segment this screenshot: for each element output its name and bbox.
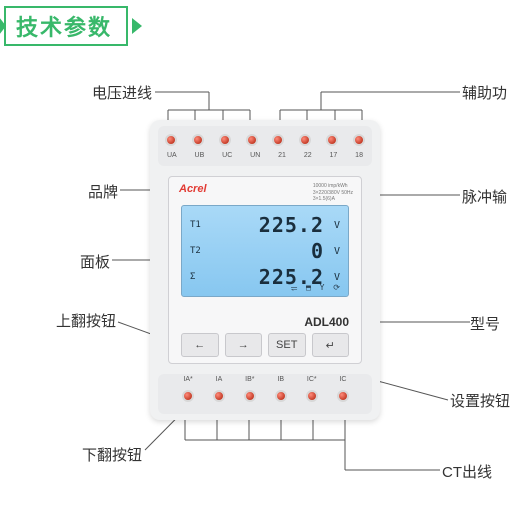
top-terminal-labels: UA UB UC UN 21 22 17 18	[158, 152, 372, 159]
terminal	[219, 134, 231, 146]
lcd-row-unit: V	[324, 220, 340, 231]
button-row: ← → SET ↵	[181, 333, 349, 357]
bottom-terminal-labels: IA* IA IB* IB IC* IC	[158, 376, 372, 383]
term-label: IC	[339, 376, 346, 383]
lcd-screen: T1 225.2 V T2 0 V Σ 225.2 V ⥫ ⬒ Y ⟳	[181, 205, 349, 297]
callout-model: 型号	[470, 313, 500, 334]
spec-line: 3×1.5(6)A	[313, 196, 353, 203]
callout-down-btn: 下翻按钮	[82, 444, 142, 465]
terminal	[244, 390, 256, 402]
term-label: UN	[250, 152, 260, 159]
lcd-row-value: 225.2	[218, 213, 324, 237]
bottom-terminal-strip: IA* IA IB* IB IC* IC	[158, 374, 372, 414]
top-terminals	[158, 134, 372, 146]
lcd-row-left: T1	[190, 220, 218, 230]
callout-voltage-in: 电压进线	[92, 82, 152, 103]
term-label: IA*	[183, 376, 192, 383]
callout-pulse: 脉冲输	[462, 186, 507, 207]
terminal	[337, 390, 349, 402]
lcd-row-unit: V	[324, 272, 340, 283]
lcd-row-unit: V	[324, 246, 340, 257]
callout-brand: 品牌	[88, 181, 118, 202]
term-label: UA	[167, 152, 177, 159]
terminal	[299, 134, 311, 146]
terminal	[246, 134, 258, 146]
enter-button[interactable]: ↵	[312, 333, 350, 357]
terminal	[353, 134, 365, 146]
term-label: IC*	[307, 376, 317, 383]
term-label: UB	[195, 152, 205, 159]
lcd-status-icons: ⥫ ⬒ Y ⟳	[291, 283, 342, 293]
spec-line: 10000 imp/kWh	[313, 183, 353, 190]
set-button[interactable]: SET	[268, 333, 306, 357]
term-label: IB	[277, 376, 284, 383]
term-label: 22	[304, 152, 312, 159]
diagram-stage: 电压进线 辅助功 品牌 脉冲输 面板 上翻按钮 型号 下翻按钮 设置按钮 CT出…	[0, 0, 520, 520]
terminal	[306, 390, 318, 402]
callout-panel: 面板	[80, 251, 110, 272]
top-terminal-strip: UA UB UC UN 21 22 17 18	[158, 126, 372, 166]
terminal	[182, 390, 194, 402]
callout-aux: 辅助功	[462, 82, 507, 103]
terminal	[192, 134, 204, 146]
terminal	[165, 134, 177, 146]
terminal	[213, 390, 225, 402]
down-button[interactable]: →	[225, 333, 263, 357]
terminal	[272, 134, 284, 146]
callout-ct-out: CT出线	[442, 461, 492, 482]
lcd-row: T2 0 V	[190, 238, 340, 264]
model-text: ADL400	[304, 315, 349, 329]
term-label: UC	[222, 152, 232, 159]
lcd-row-left: Σ	[190, 272, 218, 282]
term-label: IB*	[245, 376, 254, 383]
device-face: Acrel 10000 imp/kWh 3×220/380V 50Hz 3×1.…	[168, 176, 362, 364]
bottom-terminals	[158, 390, 372, 402]
term-label: 21	[278, 152, 286, 159]
term-label: IA	[216, 376, 223, 383]
callout-up-btn: 上翻按钮	[56, 310, 116, 331]
terminal	[326, 134, 338, 146]
device-body: UA UB UC UN 21 22 17 18 Acrel 10000 imp/…	[150, 120, 380, 420]
terminal	[275, 390, 287, 402]
spec-text: 10000 imp/kWh 3×220/380V 50Hz 3×1.5(6)A	[313, 183, 353, 203]
brand-text: Acrel	[179, 183, 207, 195]
lcd-row-value: 0	[218, 239, 324, 263]
term-label: 18	[355, 152, 363, 159]
callout-set-btn: 设置按钮	[450, 390, 510, 411]
lcd-row-left: T2	[190, 246, 218, 256]
term-label: 17	[330, 152, 338, 159]
lcd-row: T1 225.2 V	[190, 212, 340, 238]
up-button[interactable]: ←	[181, 333, 219, 357]
